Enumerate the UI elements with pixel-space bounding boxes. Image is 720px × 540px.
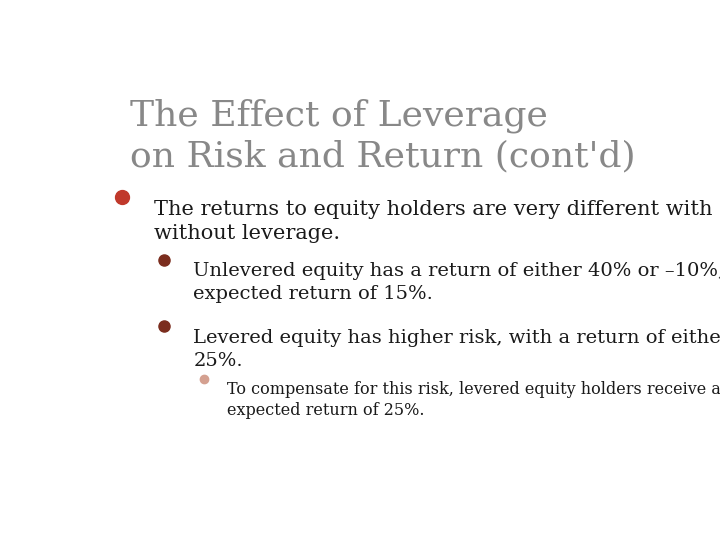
Text: Unlevered equity has a return of either 40% or –10%, for an
expected return of 1: Unlevered equity has a return of either … [193,262,720,303]
Text: Levered equity has higher risk, with a return of either 75% or –
25%.: Levered equity has higher risk, with a r… [193,329,720,370]
FancyBboxPatch shape [81,58,657,487]
Text: To compensate for this risk, levered equity holders receive a higher
expected re: To compensate for this risk, levered equ… [227,381,720,420]
Text: The Effect of Leverage
on Risk and Return (cont'd): The Effect of Leverage on Risk and Retur… [130,98,636,173]
Text: The returns to equity holders are very different with and
without leverage.: The returns to equity holders are very d… [154,200,720,243]
